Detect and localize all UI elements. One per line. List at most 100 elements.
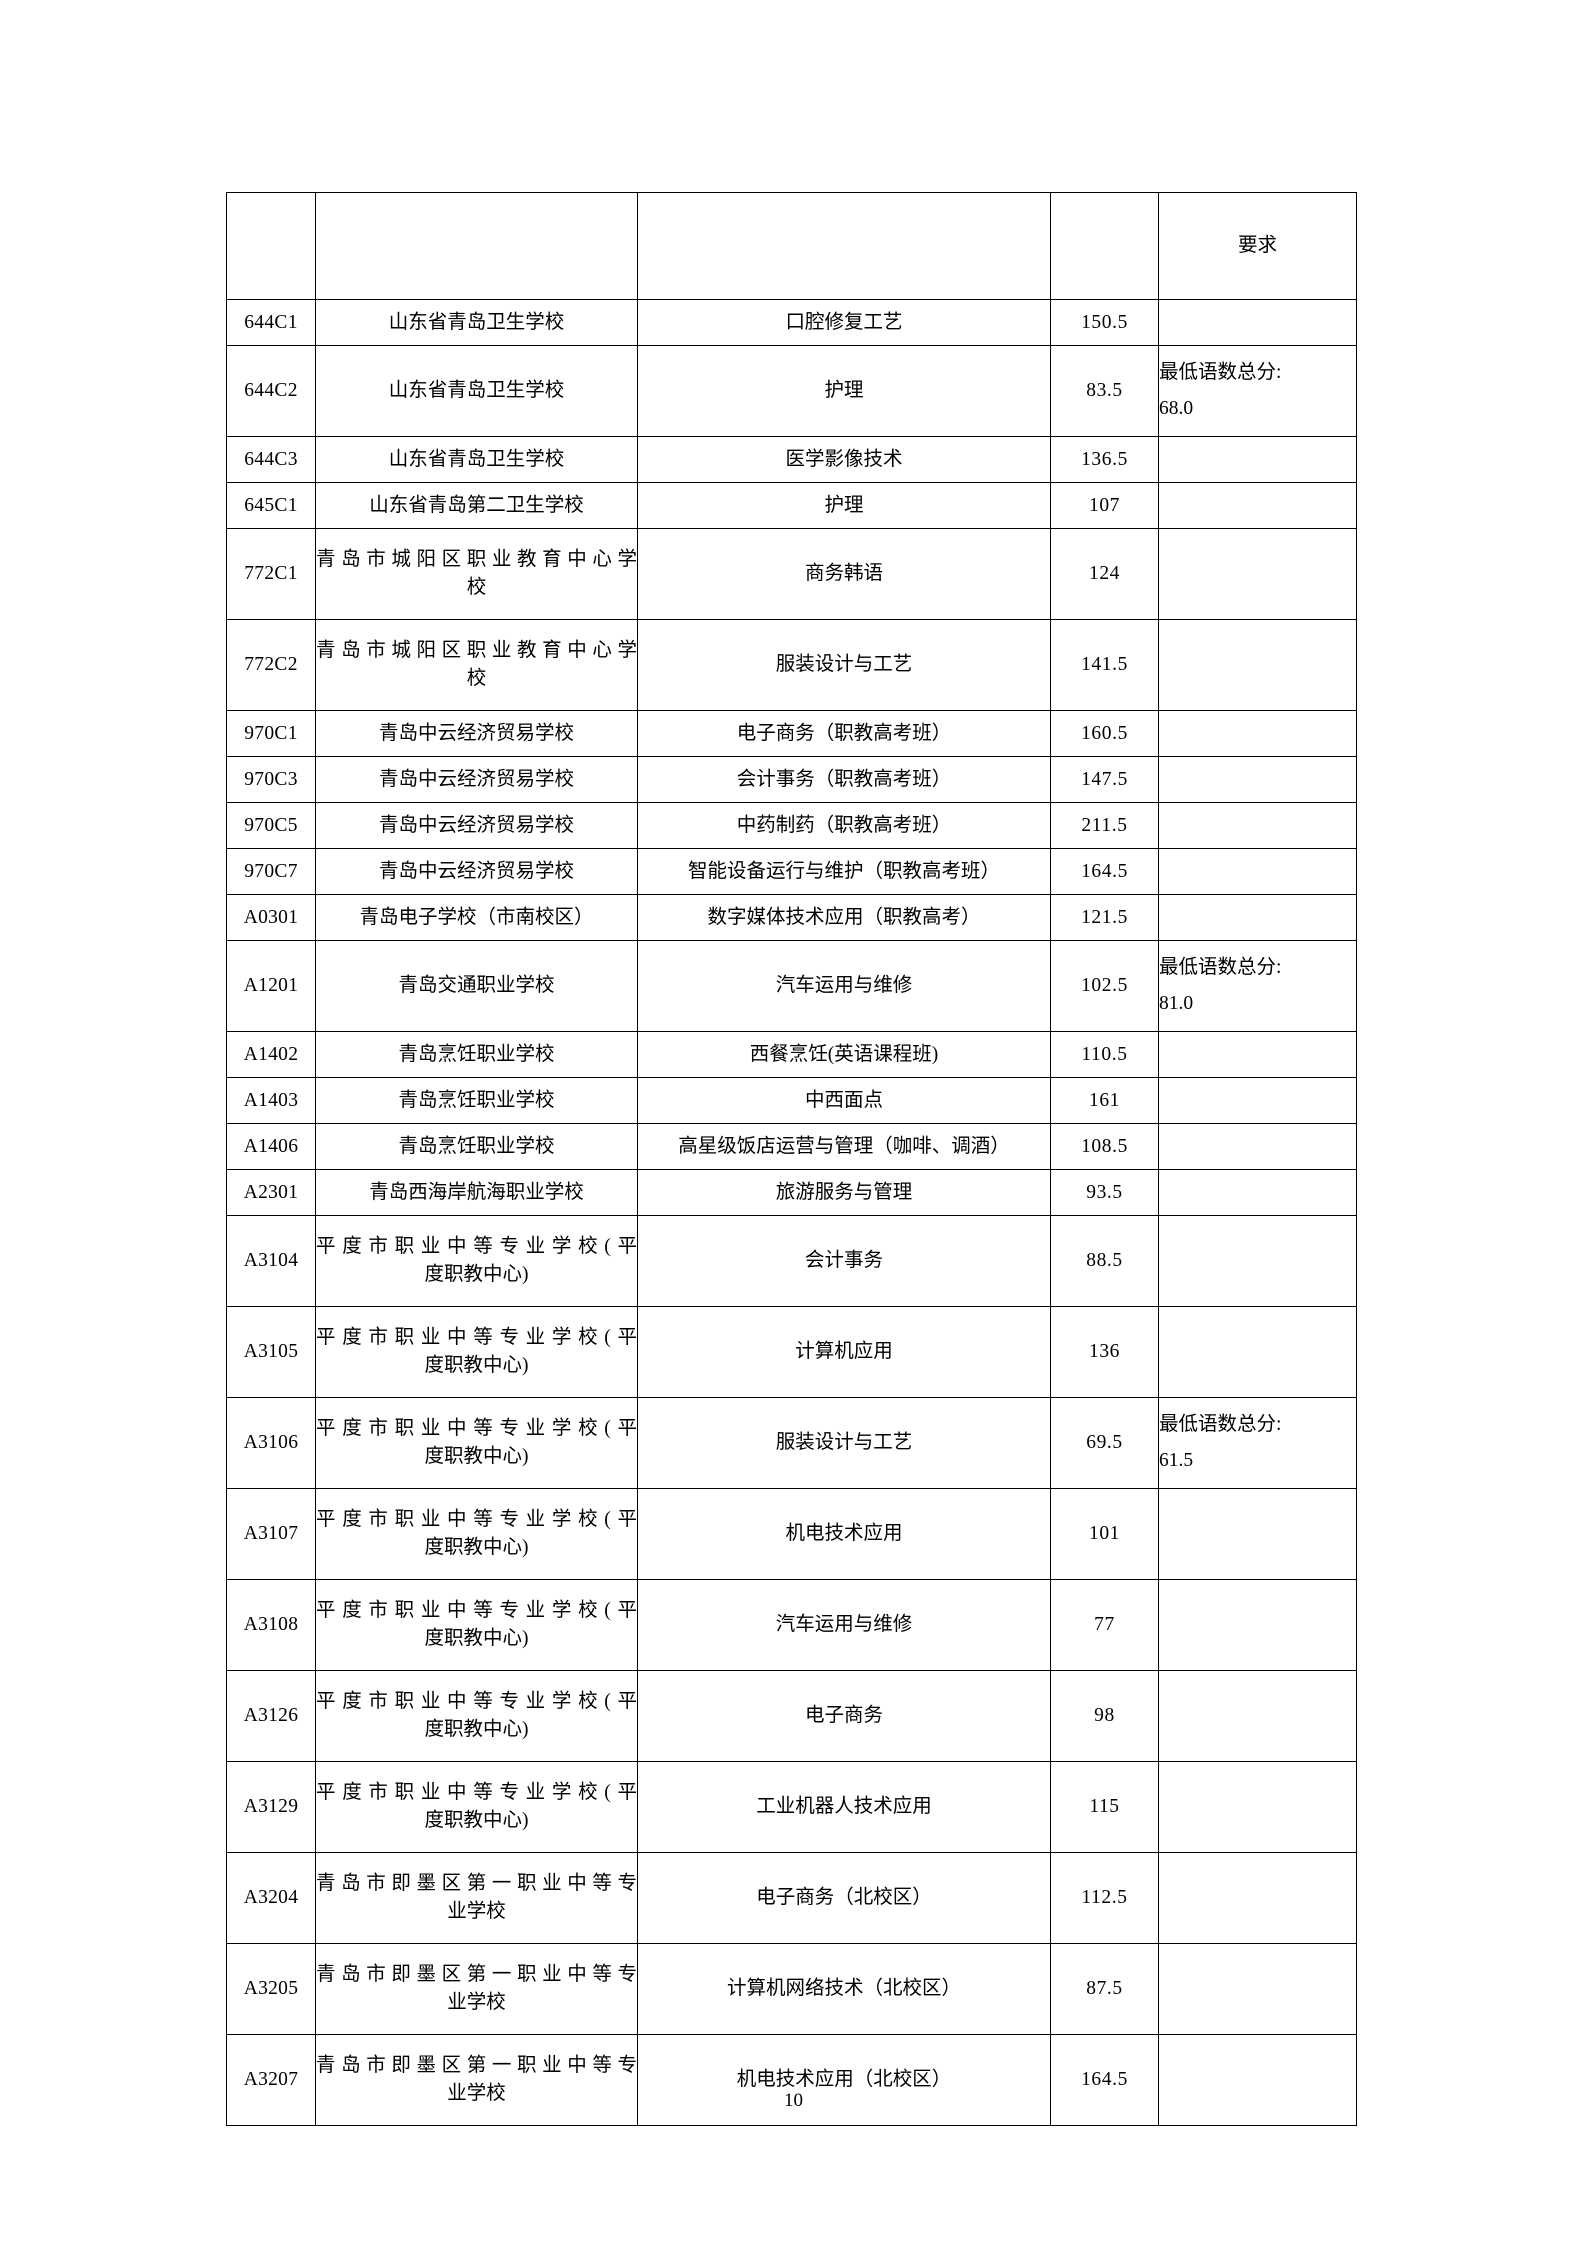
cell-admission-score: 101	[1050, 1488, 1159, 1580]
cell-school-code: A0301	[226, 894, 316, 941]
cell-requirement	[1158, 1031, 1357, 1078]
table-row: A3107 平度市职业中等专业学校(平 度职教中心) 机电技术应用 101	[226, 1488, 1357, 1580]
table-row: A3105 平度市职业中等专业学校(平 度职教中心) 计算机应用 136	[226, 1306, 1357, 1398]
cell-school-code: A3107	[226, 1488, 316, 1580]
cell-school-code: A3204	[226, 1852, 316, 1944]
cell-major-name: 电子商务（职教高考班）	[637, 710, 1051, 757]
table-row: A1201 青岛交通职业学校 汽车运用与维修 102.5 最低语数总分: 81.0	[226, 940, 1357, 1032]
cell-school-name: 平度市职业中等专业学校(平 度职教中心)	[315, 1397, 638, 1489]
cell-admission-score: 107	[1050, 482, 1159, 529]
cell-admission-score: 87.5	[1050, 1943, 1159, 2035]
cell-major-name: 汽车运用与维修	[637, 940, 1051, 1032]
cell-major-name: 智能设备运行与维护（职教高考班）	[637, 848, 1051, 895]
cell-school-code: 970C3	[226, 756, 316, 803]
cell-major-name: 机电技术应用	[637, 1488, 1051, 1580]
cell-admission-score: 136.5	[1050, 436, 1159, 483]
column-header-score	[1050, 192, 1159, 300]
table-row: A1402 青岛烹饪职业学校 西餐烹饪(英语课程班) 110.5	[226, 1031, 1357, 1078]
cell-major-name: 机电技术应用（北校区）	[637, 2034, 1051, 2126]
cell-requirement	[1158, 710, 1357, 757]
school-name-line: 业学校	[447, 1992, 506, 2013]
cell-requirement	[1158, 1215, 1357, 1307]
requirement-line: 61.5	[1159, 1450, 1194, 1471]
table-row: 644C2 山东省青岛卫生学校 护理 83.5 最低语数总分: 68.0	[226, 345, 1357, 437]
cell-school-name: 山东省青岛卫生学校	[315, 436, 638, 483]
school-name-line: 业学校	[447, 1901, 506, 1922]
cell-requirement	[1158, 482, 1357, 529]
school-name-line: 平度市职业中等专业学校(平	[316, 1509, 637, 1531]
cell-admission-score: 211.5	[1050, 802, 1159, 849]
school-name-line: 平度市职业中等专业学校(平	[316, 1327, 637, 1349]
cell-requirement	[1158, 436, 1357, 483]
cell-school-code: A3104	[226, 1215, 316, 1307]
school-name-line: 度职教中心)	[424, 1810, 529, 1831]
cell-school-name: 青岛市城阳区职业教育中心学校	[315, 528, 638, 620]
school-name-line: 业学校	[447, 2083, 506, 2104]
cell-school-code: 644C2	[226, 345, 316, 437]
cell-major-name: 护理	[637, 345, 1051, 437]
table-row: 772C1 青岛市城阳区职业教育中心学校商务韩语 124	[226, 528, 1357, 620]
cell-major-name: 电子商务	[637, 1670, 1051, 1762]
table-row: A2301 青岛西海岸航海职业学校 旅游服务与管理 93.5	[226, 1169, 1357, 1216]
column-header-code	[226, 192, 316, 300]
cell-school-code: 772C1	[226, 528, 316, 620]
page-number: 10	[784, 2090, 803, 2111]
cell-admission-score: 83.5	[1050, 345, 1159, 437]
cell-school-name: 平度市职业中等专业学校(平 度职教中心)	[315, 1306, 638, 1398]
cell-requirement	[1158, 1306, 1357, 1398]
cell-school-code: A3108	[226, 1579, 316, 1671]
cell-school-code: A1201	[226, 940, 316, 1032]
school-name-line: 校	[466, 577, 487, 598]
cell-school-code: 970C7	[226, 848, 316, 895]
cell-requirement: 最低语数总分: 68.0	[1158, 345, 1357, 437]
school-name-line: 平度市职业中等专业学校(平	[316, 1236, 637, 1258]
cell-school-code: A1403	[226, 1077, 316, 1124]
column-header-requirement: 要求	[1158, 192, 1357, 300]
school-name-line: 平度市职业中等专业学校(平	[316, 1600, 637, 1622]
cell-school-name: 平度市职业中等专业学校(平 度职教中心)	[315, 1670, 638, 1762]
cell-school-name: 青岛市城阳区职业教育中心学校	[315, 619, 638, 711]
cell-school-name: 青岛烹饪职业学校	[315, 1077, 638, 1124]
cell-school-name: 青岛中云经济贸易学校	[315, 756, 638, 803]
cell-major-name: 工业机器人技术应用	[637, 1761, 1051, 1853]
cell-school-name: 青岛市即墨区第一职业中等专 业学校	[315, 1852, 638, 1944]
cell-admission-score: 93.5	[1050, 1169, 1159, 1216]
cell-school-code: A3129	[226, 1761, 316, 1853]
column-header-major	[637, 192, 1051, 300]
cell-school-code: 970C5	[226, 802, 316, 849]
cell-admission-score: 160.5	[1050, 710, 1159, 757]
cell-major-name: 中药制药（职教高考班）	[637, 802, 1051, 849]
requirement-line: 81.0	[1159, 993, 1194, 1014]
cell-major-name: 医学影像技术	[637, 436, 1051, 483]
cell-requirement	[1158, 894, 1357, 941]
cell-school-name: 青岛中云经济贸易学校	[315, 848, 638, 895]
cell-admission-score: 77	[1050, 1579, 1159, 1671]
cell-major-name: 电子商务（北校区）	[637, 1852, 1051, 1944]
table-row: 644C3 山东省青岛卫生学校 医学影像技术 136.5	[226, 436, 1357, 483]
table-row: A3207 青岛市即墨区第一职业中等专 业学校 机电技术应用（北校区） 164.5	[226, 2034, 1357, 2126]
cell-admission-score: 147.5	[1050, 756, 1159, 803]
cell-requirement	[1158, 528, 1357, 620]
table-row: A3129 平度市职业中等专业学校(平 度职教中心) 工业机器人技术应用 115	[226, 1761, 1357, 1853]
cell-major-name: 会计事务（职教高考班）	[637, 756, 1051, 803]
school-name-line: 度职教中心)	[424, 1264, 529, 1285]
cell-requirement	[1158, 619, 1357, 711]
cell-school-name: 山东省青岛卫生学校	[315, 345, 638, 437]
cell-requirement	[1158, 1579, 1357, 1671]
cell-school-name: 青岛中云经济贸易学校	[315, 802, 638, 849]
table-row: 645C1 山东省青岛第二卫生学校 护理 107	[226, 482, 1357, 529]
table-row: 644C1 山东省青岛卫生学校 口腔修复工艺 150.5	[226, 299, 1357, 346]
cell-requirement	[1158, 1169, 1357, 1216]
cell-admission-score: 110.5	[1050, 1031, 1159, 1078]
table-row: A0301 青岛电子学校（市南校区） 数字媒体技术应用（职教高考） 121.5	[226, 894, 1357, 941]
requirement-line: 68.0	[1159, 398, 1194, 419]
table-row: 772C2 青岛市城阳区职业教育中心学校服装设计与工艺 141.5	[226, 619, 1357, 711]
cell-school-name: 青岛市即墨区第一职业中等专 业学校	[315, 1943, 638, 2035]
cell-requirement	[1158, 1943, 1357, 2035]
table-row: A1403 青岛烹饪职业学校 中西面点 161	[226, 1077, 1357, 1124]
cell-school-code: 645C1	[226, 482, 316, 529]
table-row: A1406 青岛烹饪职业学校 高星级饭店运营与管理（咖啡、调酒） 108.5	[226, 1123, 1357, 1170]
cell-school-code: A3126	[226, 1670, 316, 1762]
school-name-line: 青岛市即墨区第一职业中等专	[316, 1964, 637, 1986]
